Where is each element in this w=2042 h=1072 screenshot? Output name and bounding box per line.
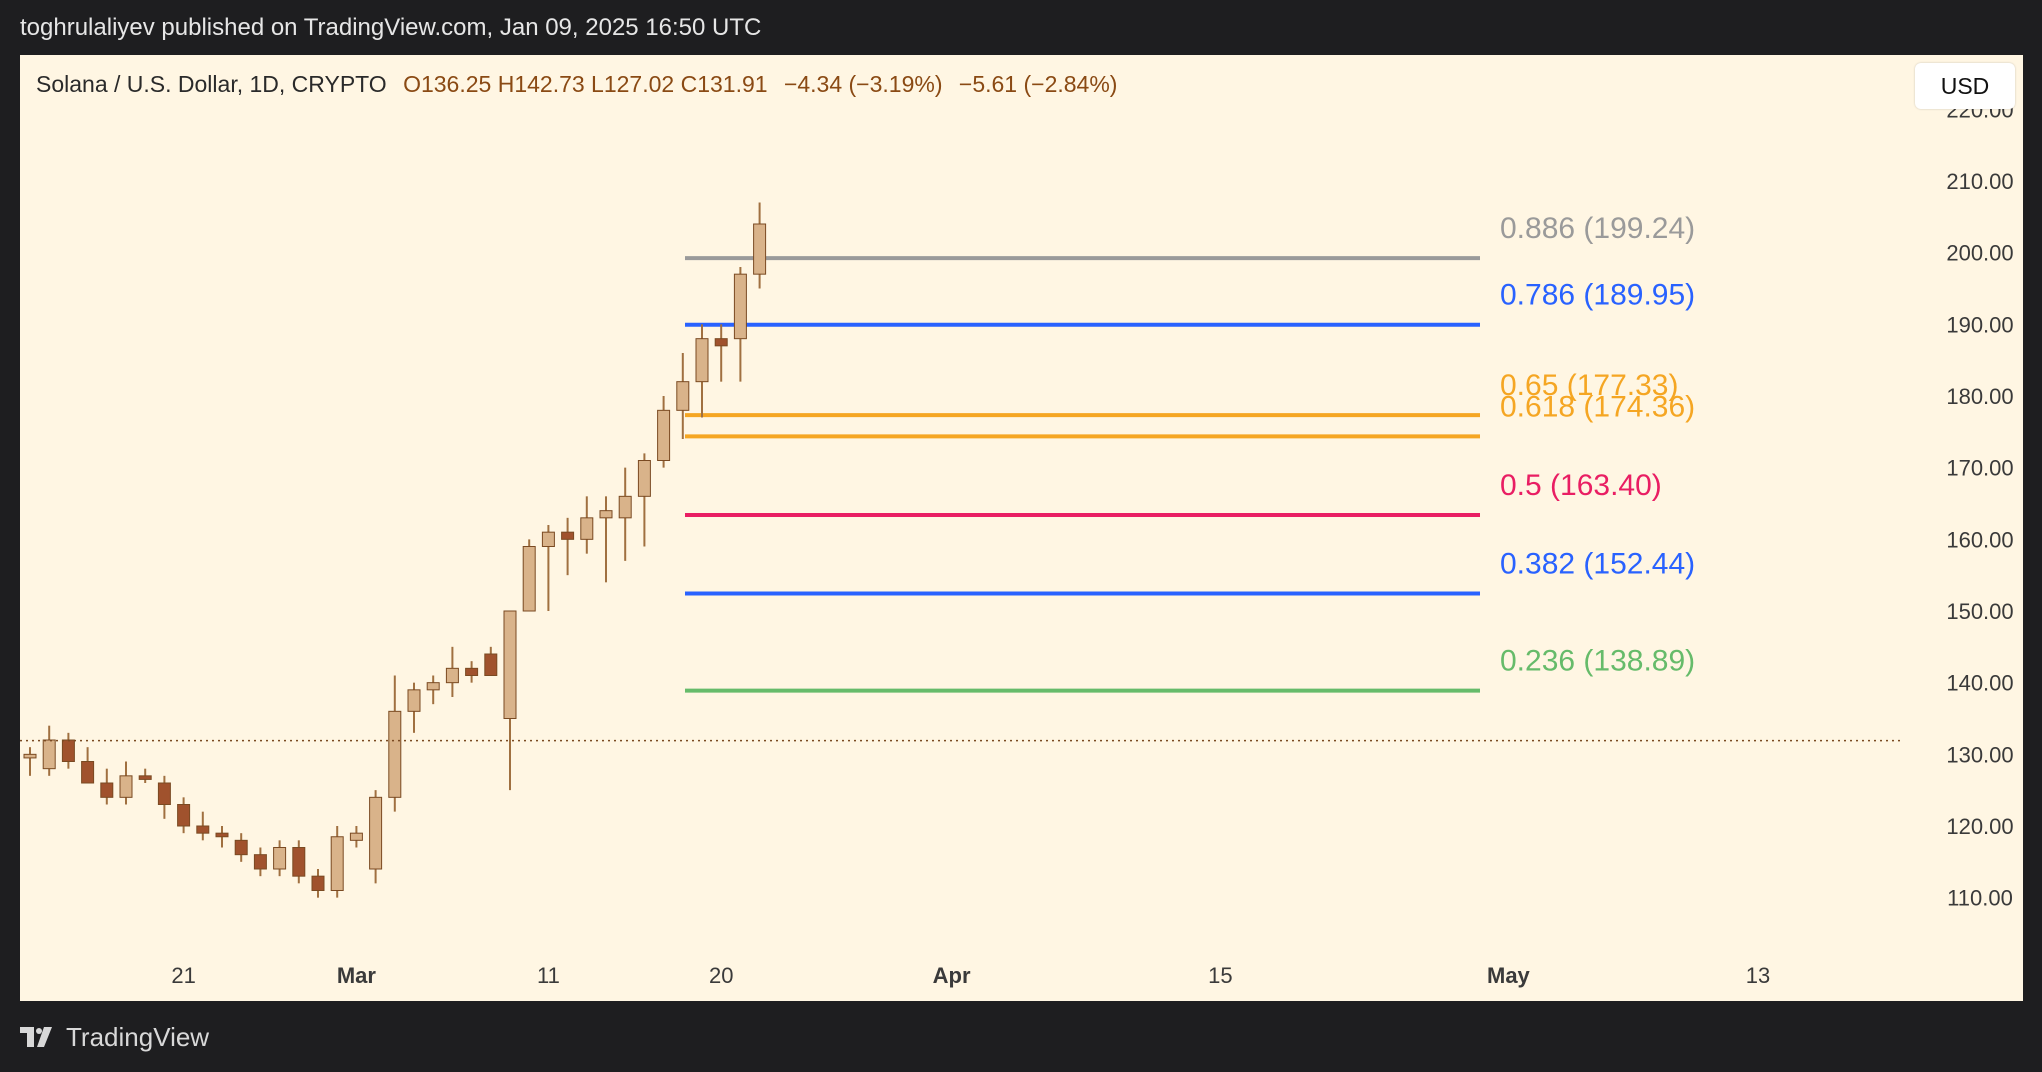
fib-level-label: 0.5 (163.40): [1500, 469, 1662, 502]
candle-body: [234, 839, 248, 856]
candle-body: [753, 223, 767, 275]
candle-body: [637, 460, 651, 497]
candle-body: [426, 682, 440, 691]
price-chart-svg[interactable]: 110.00 120.00 130.00 140.00 150.00 160.00 170.…: [20, 55, 2023, 1001]
candle-body: [599, 510, 613, 519]
candle-body: [465, 667, 479, 676]
candle-body: [196, 825, 210, 834]
fib-level-label: 0.886 (199.24): [1500, 212, 1695, 245]
x-tick-label: 11: [537, 963, 560, 988]
y-tick-label: 140.00: [1946, 671, 2013, 696]
candle-body: [657, 409, 671, 462]
y-tick-label: 130.00: [1946, 742, 2013, 767]
candle-body: [177, 804, 191, 827]
y-tick-label: 150.00: [1946, 599, 2013, 624]
candle-body: [349, 832, 363, 841]
y-tick-label: 210.00: [1946, 169, 2013, 194]
candle-body: [618, 495, 632, 519]
fib-level-label: 0.786 (189.95): [1500, 279, 1695, 312]
symbol-legend: Solana / U.S. Dollar, 1D, CRYPTO O136.25…: [36, 71, 1127, 98]
symbol-name: Solana / U.S. Dollar, 1D, CRYPTO: [36, 71, 387, 97]
x-tick-label: May: [1487, 963, 1531, 988]
candle-body: [676, 381, 690, 411]
tradingview-logo-icon: [20, 1026, 52, 1047]
y-tick-label: 170.00: [1946, 456, 2013, 481]
candle-body: [311, 875, 325, 892]
candle-body: [541, 531, 555, 547]
y-tick-label: 190.00: [1946, 312, 2013, 337]
candle-body: [445, 667, 459, 684]
candle-body: [388, 710, 402, 798]
fib-level-label: 0.382 (152.44): [1500, 548, 1695, 581]
candle-body: [503, 610, 517, 719]
candle-body: [369, 796, 383, 870]
x-tick-label: 20: [709, 963, 733, 988]
fib-level-label: 0.618 (174.36): [1500, 390, 1695, 423]
x-tick-label: 21: [171, 963, 195, 988]
ohlc-values: O136.25 H142.73 L127.02 C131.91: [403, 71, 768, 97]
candle-body: [23, 753, 37, 759]
fib-level-label: 0.65 (177.33): [1500, 369, 1678, 402]
y-tick-label: 160.00: [1946, 527, 2013, 552]
candle-body: [119, 775, 133, 798]
candle-body: [561, 531, 575, 540]
fib-level-label: 0.236 (138.89): [1500, 645, 1695, 678]
candle-body: [157, 782, 171, 805]
candle-body: [42, 739, 56, 770]
candle-body: [714, 338, 728, 347]
candle-body: [100, 782, 114, 798]
candle-body: [407, 689, 421, 712]
candle-body: [695, 338, 709, 383]
candle-body: [273, 847, 287, 870]
price-change: −4.34 (−3.19%): [783, 71, 943, 97]
x-tick-label: Mar: [337, 963, 377, 988]
y-tick-label: 110.00: [1947, 886, 2013, 911]
candle-body: [81, 761, 95, 784]
candle-body: [330, 836, 344, 891]
y-tick-label: 180.00: [1946, 384, 2013, 409]
x-tick-label: Apr: [933, 963, 971, 988]
y-tick-label: 120.00: [1946, 814, 2013, 839]
candle-body: [484, 653, 498, 676]
candle-body: [138, 775, 152, 780]
brand-name: TradingView: [66, 1022, 210, 1052]
candle-body: [522, 546, 536, 612]
candle-body: [215, 832, 229, 838]
candle-body: [733, 273, 747, 340]
x-tick-label: 15: [1208, 963, 1232, 988]
y-tick-label: 200.00: [1946, 241, 2013, 266]
x-tick-label: 13: [1746, 963, 1770, 988]
publication-header: toghrulaliyev published on TradingView.c…: [20, 14, 762, 41]
chart-panel[interactable]: 110.00 120.00 130.00 140.00 150.00 160.00 170.…: [20, 55, 2023, 1001]
candle-body: [61, 739, 75, 762]
footer-branding: TradingView: [20, 1022, 209, 1053]
currency-button[interactable]: USD: [1915, 63, 2015, 109]
price-change-secondary: −5.61 (−2.84%): [958, 71, 1118, 97]
candle-body: [253, 854, 267, 870]
candle-body: [292, 847, 306, 877]
candle-body: [580, 517, 594, 540]
